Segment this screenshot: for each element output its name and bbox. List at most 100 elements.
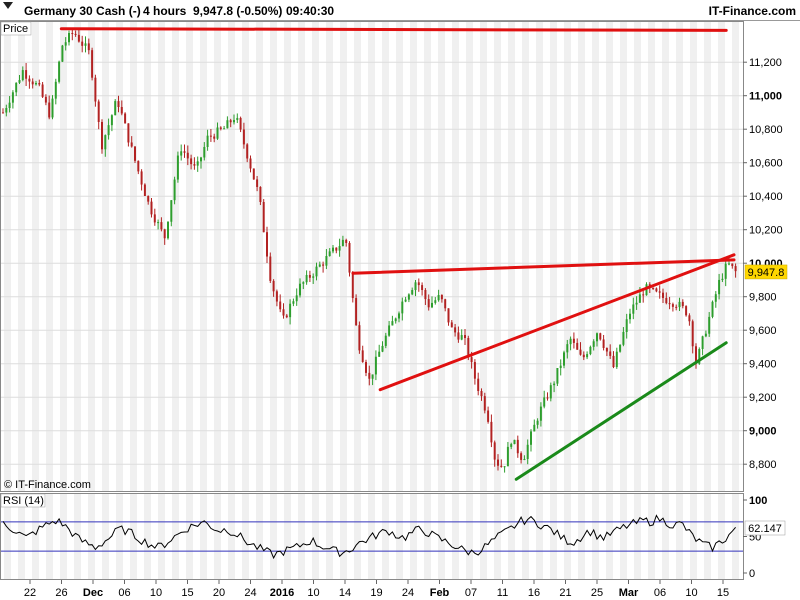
candle-body bbox=[417, 282, 420, 286]
candle-body bbox=[599, 333, 602, 340]
rsi-stripe bbox=[18, 494, 25, 579]
candle-body bbox=[615, 351, 618, 368]
candle-body bbox=[371, 374, 374, 379]
candle-body bbox=[345, 239, 348, 243]
rsi-tick-label: 0 bbox=[749, 568, 755, 580]
price-stripe bbox=[46, 22, 53, 491]
candle-body bbox=[272, 280, 275, 292]
candle-body bbox=[464, 335, 466, 339]
candle-body bbox=[622, 331, 625, 345]
rsi-stripe bbox=[718, 494, 725, 579]
candle-body bbox=[302, 282, 305, 284]
rsi-stripe bbox=[60, 494, 67, 579]
candle-body bbox=[285, 315, 288, 318]
price-stripe bbox=[298, 22, 305, 491]
last-price-tag: 9,947.8 bbox=[744, 264, 788, 280]
price-stripe bbox=[284, 22, 291, 491]
candle-body bbox=[431, 302, 433, 308]
price-stripe bbox=[452, 22, 459, 491]
candle-body bbox=[437, 295, 440, 301]
candle-body bbox=[84, 43, 87, 46]
rsi-stripe bbox=[340, 494, 347, 579]
price-stripe bbox=[270, 22, 277, 491]
candle-body bbox=[312, 276, 315, 278]
candle-body bbox=[681, 301, 684, 307]
candle-body bbox=[120, 107, 123, 114]
candle-body bbox=[94, 77, 97, 102]
rsi-stripe bbox=[102, 494, 109, 579]
candle-body bbox=[38, 82, 41, 85]
candle-body bbox=[546, 397, 549, 399]
candle-body bbox=[632, 304, 635, 314]
candle-body bbox=[440, 295, 443, 300]
candle-body bbox=[213, 136, 216, 139]
price-tick-label: 9,400 bbox=[749, 359, 777, 371]
last-price-value: 9,947.8 bbox=[748, 267, 785, 279]
price-stripe bbox=[676, 22, 683, 491]
candle-body bbox=[549, 385, 552, 399]
candle-body bbox=[186, 152, 189, 159]
header-menu-icon[interactable] bbox=[3, 2, 13, 9]
candle-body bbox=[163, 229, 166, 239]
price-stripe bbox=[88, 22, 95, 491]
candle-body bbox=[391, 321, 394, 326]
candle-body bbox=[470, 357, 473, 363]
candle-body bbox=[424, 289, 427, 300]
candle-body bbox=[368, 372, 371, 379]
x-tick-label: 2016 bbox=[270, 587, 294, 599]
rsi-stripe bbox=[508, 494, 515, 579]
candle-body bbox=[242, 129, 245, 145]
candle-body bbox=[414, 282, 417, 291]
rsi-panel-label: RSI (14) bbox=[3, 495, 44, 507]
price-stripe bbox=[158, 22, 165, 491]
price-stripe bbox=[494, 22, 501, 491]
price-stripe bbox=[438, 22, 445, 491]
price-stripe bbox=[186, 22, 193, 491]
x-axis: 22 26 Dec 06 10 15 20 24 2016 10 14 19 24 Feb 07 11 16 21… bbox=[24, 580, 729, 599]
candle-body bbox=[81, 41, 84, 46]
x-tick-label: 15 bbox=[717, 587, 729, 599]
price-stripe bbox=[410, 22, 417, 491]
candle-body bbox=[582, 354, 585, 358]
candle-body bbox=[275, 291, 278, 302]
price-stripe bbox=[550, 22, 557, 491]
candle-body bbox=[223, 128, 226, 130]
candle-body bbox=[638, 294, 641, 303]
candle-body bbox=[625, 319, 628, 332]
candle-body bbox=[655, 288, 658, 292]
candle-body bbox=[497, 459, 499, 466]
rsi-stripe bbox=[4, 494, 11, 579]
candle-body bbox=[256, 179, 259, 187]
candle-body bbox=[450, 322, 453, 328]
x-tick-label: 15 bbox=[181, 587, 193, 599]
candle-body bbox=[533, 424, 536, 432]
price-stripe bbox=[508, 22, 515, 491]
candle-body bbox=[477, 378, 480, 392]
candle-body bbox=[401, 301, 404, 314]
price-tick-label: 10,200 bbox=[749, 225, 783, 237]
rsi-stripe bbox=[536, 494, 543, 579]
candle-body bbox=[292, 301, 295, 304]
candle-body bbox=[183, 151, 186, 153]
x-tick-label: 07 bbox=[465, 587, 477, 599]
rsi-stripe bbox=[130, 494, 137, 579]
rsi-stripe bbox=[186, 494, 193, 579]
rsi-stripe bbox=[676, 494, 683, 579]
candle-body bbox=[480, 391, 483, 397]
candle-body bbox=[728, 263, 730, 265]
price-stripe bbox=[732, 22, 739, 491]
price-stripe bbox=[424, 22, 431, 491]
price-stripe bbox=[662, 22, 669, 491]
price-stripe bbox=[102, 22, 109, 491]
rsi-stripe bbox=[228, 494, 235, 579]
candle-body bbox=[553, 383, 556, 386]
price-stripe bbox=[648, 22, 655, 491]
rsi-stripe bbox=[494, 494, 501, 579]
candle-body bbox=[569, 338, 572, 345]
x-tick-label: 24 bbox=[244, 587, 256, 599]
candle-body bbox=[110, 115, 113, 126]
candle-body bbox=[269, 256, 272, 281]
price-stripe bbox=[592, 22, 599, 491]
x-tick-label: 21 bbox=[559, 587, 571, 599]
candle-body bbox=[61, 45, 64, 62]
